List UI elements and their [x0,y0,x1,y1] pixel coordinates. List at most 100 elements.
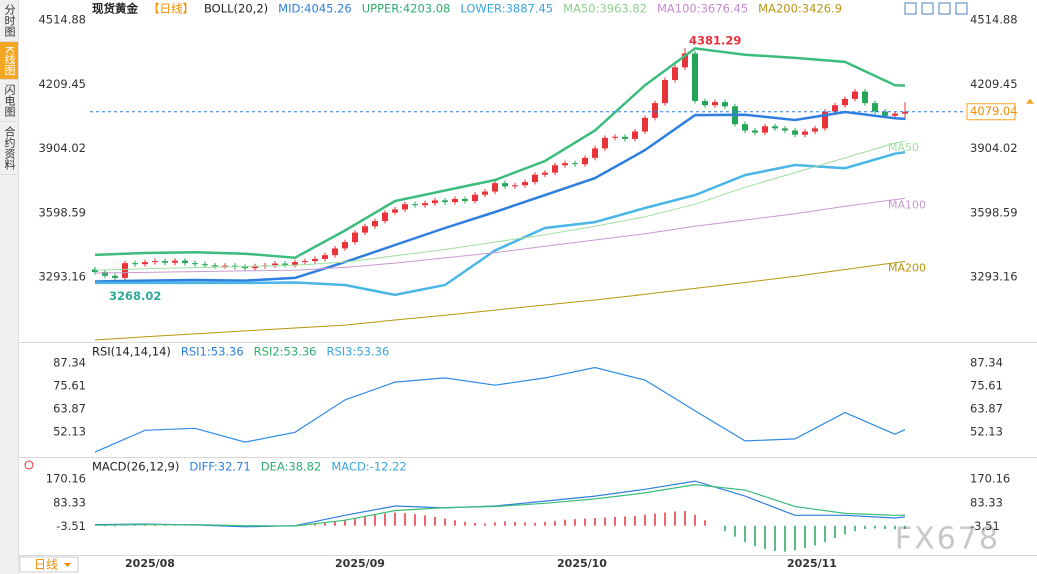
macd-line [94,480,906,528]
candle-body [332,248,338,256]
candle-body [102,271,108,276]
candle-body [692,53,698,102]
candle-body [642,117,648,132]
toolbar [904,2,968,15]
sidebar-tab[interactable]: 合约资料 [0,122,18,176]
legend-item: RSI2:53.36 [254,345,317,359]
candle-body [442,200,448,203]
candle-body [202,264,208,266]
y-tick-label-right: 4209.45 [970,77,1018,91]
y-tick-label: 52.13 [53,425,86,439]
candle-body [672,67,678,80]
high-annotation: 4381.29 [689,34,741,48]
line-label: MA100 [888,198,926,211]
legend-item: 【日线】 [148,2,194,16]
candle-body [162,261,168,263]
candle-body [512,185,518,187]
legend-item: RSI(14,14,14) [92,345,171,359]
candle-body [352,232,358,243]
candle-body [452,198,458,203]
candle-body [812,128,818,132]
candle-body [782,128,788,131]
candle-body [322,255,328,259]
candle-body [412,204,418,206]
y-tick-label-right: 170.16 [970,472,1010,486]
candle-body [792,130,798,135]
candle-body [562,163,568,166]
indicator-line [94,110,906,283]
candle-body [612,136,618,138]
candle-body [242,266,248,269]
candle-body [152,261,158,263]
y-tick-label: 170.16 [46,472,86,486]
x-tick-label: 2025/11 [787,557,837,570]
tool-icon[interactable] [921,2,934,15]
y-tick-label-right: 83.33 [970,495,1003,509]
legend-item: UPPER:4203.08 [362,2,451,16]
candle-body [172,260,178,263]
candle-body [632,131,638,139]
tool-icon[interactable] [955,2,968,15]
candle-body [212,265,218,267]
candle-body [662,79,668,104]
dropdown-arrow [64,563,71,567]
indicator-line [94,261,906,341]
legend-item: MID:4045.26 [278,2,352,16]
candle-body [372,221,378,227]
y-tick-label-right: 3904.02 [970,141,1018,155]
y-tick-label: -3.51 [56,519,86,533]
candle-body [742,124,748,131]
legend-item: DIFF:32.71 [189,460,250,474]
y-tick-label: 87.34 [53,355,86,369]
rsi-line [94,366,906,453]
x-tick-label: 2025/08 [125,557,175,570]
candle-body [252,266,258,269]
x-tick-label: 2025/10 [557,557,607,570]
candle-body [492,183,498,192]
candle-body [142,262,148,265]
candle-body [342,242,348,249]
settings-icon[interactable] [24,460,34,470]
y-tick-label: 4209.45 [38,77,86,91]
sidebar: 分时图 K线图 闪电图 合约资料 [0,0,19,574]
sidebar-tab[interactable]: 闪电图 [0,80,18,123]
candle-body [652,103,658,118]
legend-item: MACD:-12.22 [331,460,406,474]
legend-item: LOWER:3887.45 [460,2,553,16]
y-tick-label: 63.87 [53,401,86,415]
period-select[interactable] [19,556,79,573]
watermark: FX678 [895,522,1000,557]
candle-body [392,209,398,213]
last-price-box [966,103,1016,121]
line-label: MA50 [888,141,919,154]
y-tick-label: 3598.59 [38,205,86,219]
candle-body [762,126,768,133]
line-label: MA200 [888,261,926,274]
candle-body [842,98,848,106]
candle-body [682,53,688,68]
last-price-arrow [1026,98,1034,104]
candle-body [722,102,728,107]
y-tick-label: 3904.02 [38,141,86,155]
sidebar-tab[interactable]: 分时图 [0,0,18,42]
candle-body [702,101,708,106]
candle-body [532,174,538,183]
indicator-line [95,150,906,297]
candle-body [592,148,598,158]
x-tick-label: 2025/09 [335,557,385,570]
y-tick-label: 4514.88 [38,12,86,26]
candle-body [402,204,408,210]
indicator-line [94,140,906,271]
low-annotation: 3268.02 [109,289,161,303]
tool-icon[interactable] [938,2,951,15]
legend-item: DEA:38.82 [261,460,322,474]
candle-body [182,260,188,264]
sidebar-tab[interactable]: K线图 [0,42,18,81]
candle-body [572,163,578,165]
legend-item: MA200:3426.9 [758,2,842,16]
tool-icon[interactable] [904,2,917,15]
y-tick-label-right: 3293.16 [970,270,1018,284]
y-tick-label-right: 52.13 [970,425,1003,439]
